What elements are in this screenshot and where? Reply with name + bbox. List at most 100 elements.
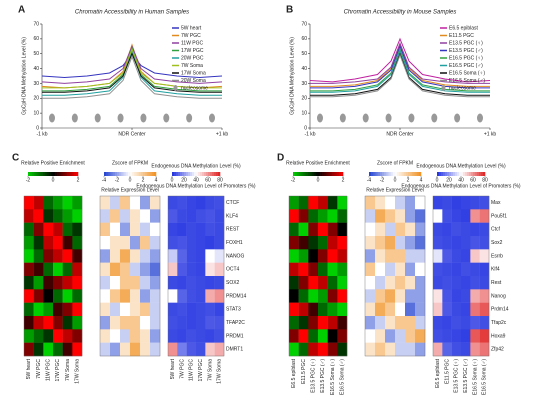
- heat-cell: [168, 316, 178, 330]
- heat-cell: [43, 302, 54, 317]
- heat-cell: [205, 316, 215, 330]
- heat-cell: [289, 249, 299, 263]
- heat-cell: [186, 209, 197, 223]
- y-axis-label: GpCpH DNA Methylation Level (%): [289, 37, 295, 115]
- heat-cell: [186, 222, 197, 237]
- heat-cell: [110, 249, 121, 263]
- heat-cell: [318, 196, 328, 210]
- colorbar-segment: [483, 172, 486, 176]
- map-heading: Endogenous DNA Methylation Level of Prom…: [401, 183, 521, 189]
- legend-label: E6.5 epiblast: [449, 25, 479, 31]
- heat-cell: [395, 196, 406, 210]
- heat-cell: [451, 342, 462, 357]
- y-tick-label: 70: [33, 21, 39, 27]
- colorbar-segment: [371, 172, 374, 176]
- heat-cell: [110, 236, 121, 250]
- heat-cell: [327, 262, 338, 277]
- heat-cell: [451, 329, 462, 343]
- heat-cell: [62, 196, 73, 210]
- colorbar-segment: [143, 172, 146, 176]
- nucleosome: [49, 113, 55, 123]
- colorbar-tick-label: 0: [317, 177, 320, 183]
- heat-cell: [451, 262, 462, 277]
- heat-cell: [168, 236, 178, 250]
- heat-cell: [415, 316, 426, 330]
- heat-cell: [150, 316, 161, 330]
- heat-cell: [130, 262, 141, 277]
- heat-cell: [214, 209, 225, 223]
- heat-cell: [375, 209, 386, 223]
- heat-cell: [33, 316, 44, 330]
- heat-cell: [327, 329, 338, 343]
- heat-cell: [298, 302, 309, 317]
- heat-cell: [298, 209, 309, 223]
- heat-cell: [479, 316, 490, 330]
- heat-cell: [72, 276, 83, 290]
- y-tick-label: 0: [304, 125, 307, 131]
- map-frame: [99, 195, 161, 357]
- colorbar-segment: [405, 172, 409, 176]
- heat-cell: [365, 262, 376, 277]
- colorbar-segment: [297, 172, 300, 176]
- heat-cell: [337, 302, 348, 317]
- heat-cell: [53, 329, 63, 343]
- heat-cell: [433, 316, 443, 330]
- heat-cell: [479, 222, 490, 237]
- heat-cell: [327, 209, 338, 223]
- heat-cell: [479, 262, 490, 277]
- heat-cell: [24, 289, 34, 303]
- heat-cell: [140, 196, 151, 210]
- heat-cell: [120, 236, 131, 250]
- heat-cell: [168, 302, 178, 317]
- row-label: TFAP2C: [226, 320, 245, 326]
- heat-cell: [214, 302, 225, 317]
- heat-cell: [289, 196, 299, 210]
- panel-letter: A: [18, 5, 25, 16]
- heat-cell: [433, 302, 443, 317]
- heat-cell: [214, 236, 225, 250]
- colorbar-segment: [318, 172, 321, 176]
- nucleosome: [477, 113, 483, 123]
- heat-cell: [433, 222, 443, 237]
- legend-label: E16.5 PGC (♀): [449, 55, 483, 61]
- heat-cell: [442, 316, 452, 330]
- heat-cell: [168, 276, 178, 290]
- heat-cell: [62, 222, 73, 237]
- colorbar-segment: [320, 172, 323, 176]
- heat-cell: [337, 262, 348, 277]
- heat-cell: [100, 249, 111, 263]
- heat-cell: [405, 249, 416, 263]
- colorbar-tick-label: 80: [217, 177, 223, 183]
- heat-cell: [33, 276, 44, 290]
- row-label: KLF4: [226, 213, 238, 219]
- legend-nucleosome: [441, 85, 446, 91]
- colorbar-segment: [408, 172, 411, 176]
- colorbar-segment: [208, 172, 211, 176]
- panel-letter: B: [286, 5, 293, 16]
- heat-cell: [395, 209, 406, 223]
- column-label: E13.5 PGC (♂): [463, 359, 469, 393]
- heat-cell: [451, 236, 462, 250]
- heat-cell: [375, 262, 386, 277]
- heat-cell: [433, 236, 443, 250]
- colorbar-tick-label: -4: [367, 177, 372, 183]
- heat-cell: [318, 222, 328, 237]
- colorbar-tick-label: 4: [420, 177, 423, 183]
- colorbar-segment: [212, 172, 215, 176]
- heat-cell: [461, 276, 471, 290]
- column-label: E13.5 PGC (♀): [310, 359, 316, 393]
- heat-cell: [110, 316, 121, 330]
- heat-cell: [72, 302, 83, 317]
- heat-cell: [461, 289, 471, 303]
- heat-cell: [405, 196, 416, 210]
- colorbar-segment: [395, 172, 398, 176]
- heat-cell: [168, 289, 178, 303]
- colorbar-segment: [182, 172, 185, 176]
- heat-cell: [405, 342, 416, 357]
- heat-cell: [442, 222, 452, 237]
- heat-cell: [130, 329, 141, 343]
- heat-cell: [395, 262, 406, 277]
- heat-cell: [168, 249, 178, 263]
- colorbar-segment: [328, 172, 331, 176]
- heat-cell: [442, 236, 452, 250]
